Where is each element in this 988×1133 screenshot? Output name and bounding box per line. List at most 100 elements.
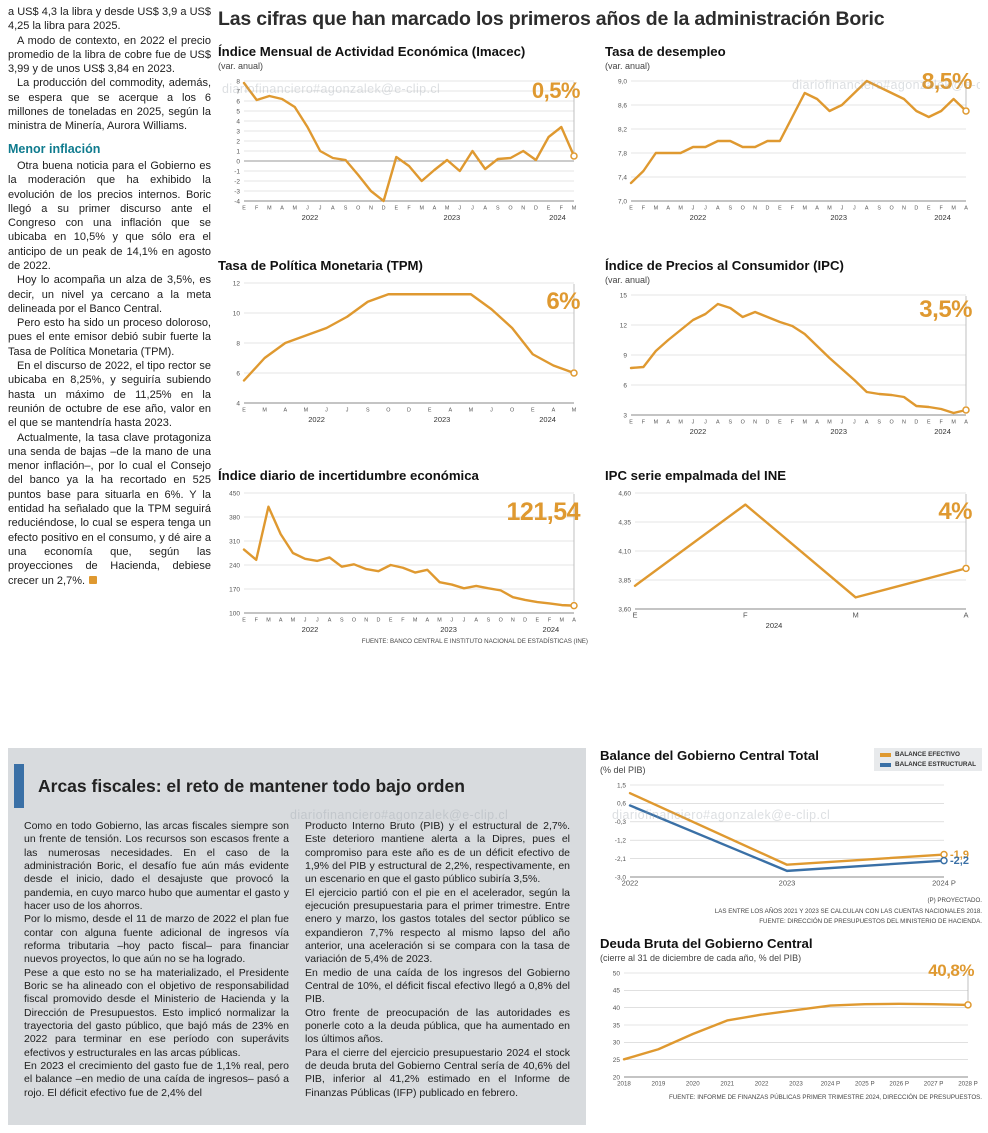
svg-text:7: 7 <box>236 88 240 95</box>
svg-text:-0,3: -0,3 <box>615 819 627 826</box>
svg-text:A: A <box>433 206 437 212</box>
svg-text:S: S <box>728 206 732 212</box>
svg-text:A: A <box>280 206 284 212</box>
chart-header: Índice de Precios al Consumidor (IPC) (va… <box>605 258 980 285</box>
svg-text:E: E <box>547 206 551 212</box>
svg-text:N: N <box>753 420 757 426</box>
svg-text:O: O <box>889 420 893 426</box>
chart-subtitle: (cierre al 31 de diciembre de cada año, … <box>600 953 802 964</box>
svg-text:E: E <box>428 408 432 414</box>
chart-header: IPC serie empalmada del INE <box>605 468 980 483</box>
svg-text:25: 25 <box>613 1057 621 1064</box>
svg-text:A: A <box>552 408 556 414</box>
svg-text:O: O <box>386 408 390 414</box>
svg-text:1,5: 1,5 <box>617 782 626 789</box>
svg-text:-1: -1 <box>234 168 240 175</box>
svg-text:A: A <box>716 420 720 426</box>
svg-text:S: S <box>728 420 732 426</box>
svg-text:J: J <box>704 420 707 426</box>
svg-text:N: N <box>753 206 757 212</box>
svg-text:J: J <box>304 618 307 624</box>
svg-text:N: N <box>902 420 906 426</box>
svg-text:E: E <box>778 420 782 426</box>
svg-text:F: F <box>940 206 944 212</box>
svg-text:M: M <box>419 206 424 212</box>
svg-text:A: A <box>666 206 670 212</box>
svg-text:J: J <box>853 206 856 212</box>
chart-big-value: 121,54 <box>506 498 581 526</box>
svg-text:F: F <box>401 618 405 624</box>
svg-text:J: J <box>450 618 453 624</box>
svg-text:4: 4 <box>236 400 240 407</box>
svg-text:F: F <box>548 618 552 624</box>
svg-text:3: 3 <box>236 128 240 135</box>
svg-text:O: O <box>352 618 356 624</box>
svg-text:D: D <box>407 408 411 414</box>
svg-text:J: J <box>853 420 856 426</box>
svg-text:M: M <box>678 206 683 212</box>
svg-text:E: E <box>536 618 540 624</box>
chart-source-note: FUENTE: INFORME DE FINANZAS PÚBLICAS PRI… <box>669 1094 982 1102</box>
svg-text:-3,0: -3,0 <box>615 874 627 881</box>
svg-text:380: 380 <box>229 514 240 521</box>
fiscal-paragraph: En medio de una caída de los ingresos de… <box>305 966 570 1006</box>
article-paragraph: Otra buena noticia para el Gobierno es l… <box>8 159 211 272</box>
svg-text:A: A <box>328 618 332 624</box>
svg-text:M: M <box>802 420 807 426</box>
svg-text:2022: 2022 <box>755 1081 769 1088</box>
chart-balance-gobierno: Balance del Gobierno Central Total (% del… <box>600 748 982 928</box>
svg-text:7,4: 7,4 <box>618 174 627 181</box>
svg-text:7,8: 7,8 <box>618 150 627 157</box>
svg-text:A: A <box>865 206 869 212</box>
svg-text:2023: 2023 <box>440 625 457 634</box>
fiscal-paragraph: Pese a que esto no se ha materializado, … <box>24 966 289 1059</box>
svg-text:2023: 2023 <box>779 879 796 888</box>
svg-text:-1,2: -1,2 <box>615 838 627 845</box>
svg-text:15: 15 <box>620 292 628 299</box>
svg-text:A: A <box>815 206 819 212</box>
svg-text:J: J <box>463 618 466 624</box>
fiscal-paragraph: En 2023 el crecimiento del gasto fue de … <box>24 1059 289 1099</box>
fiscal-paragraph: Para el cierre del ejercicio presupuesta… <box>305 1046 570 1099</box>
svg-text:40: 40 <box>613 1005 621 1012</box>
svg-text:2024: 2024 <box>549 213 566 222</box>
svg-text:F: F <box>743 611 748 620</box>
svg-text:F: F <box>407 206 411 212</box>
svg-text:M: M <box>291 618 296 624</box>
svg-text:8: 8 <box>236 78 240 85</box>
svg-text:A: A <box>963 611 968 620</box>
svg-text:E: E <box>632 611 637 620</box>
svg-text:240: 240 <box>229 562 240 569</box>
article-paragraph: Actualmente, la tasa clave protagoniza u… <box>8 431 211 588</box>
svg-text:2: 2 <box>236 138 240 145</box>
svg-text:M: M <box>304 408 309 414</box>
fiscal-column-2: Producto Interno Bruto (PIB) y el estruc… <box>305 820 570 1100</box>
svg-text:S: S <box>366 408 370 414</box>
svg-text:E: E <box>629 420 633 426</box>
svg-text:8,2: 8,2 <box>618 126 627 133</box>
svg-text:J: J <box>316 618 319 624</box>
chart-header: Tasa de desempleo (var. anual) <box>605 44 980 71</box>
chart-header: Balance del Gobierno Central Total (% del… <box>600 748 982 775</box>
footnote-line: (P) PROYECTADO. <box>927 897 982 905</box>
svg-text:E: E <box>629 206 633 212</box>
chart-subtitle: (var. anual) <box>605 275 651 286</box>
svg-text:M: M <box>572 408 577 414</box>
svg-text:D: D <box>766 206 770 212</box>
svg-text:J: J <box>471 206 474 212</box>
svg-text:O: O <box>508 206 512 212</box>
svg-text:A: A <box>426 618 430 624</box>
chart-title: Índice de Precios al Consumidor (IPC) <box>605 258 844 273</box>
svg-text:2023: 2023 <box>434 415 451 424</box>
chart-title: Índice Mensual de Actividad Económica (I… <box>218 44 526 59</box>
svg-text:E: E <box>531 408 535 414</box>
svg-text:-2,2: -2,2 <box>950 855 969 867</box>
svg-text:F: F <box>642 420 646 426</box>
legend-label: BALANCE ESTRUCTURAL <box>895 761 976 768</box>
svg-text:N: N <box>902 206 906 212</box>
svg-text:2026 P: 2026 P <box>889 1081 909 1088</box>
svg-text:S: S <box>340 618 344 624</box>
